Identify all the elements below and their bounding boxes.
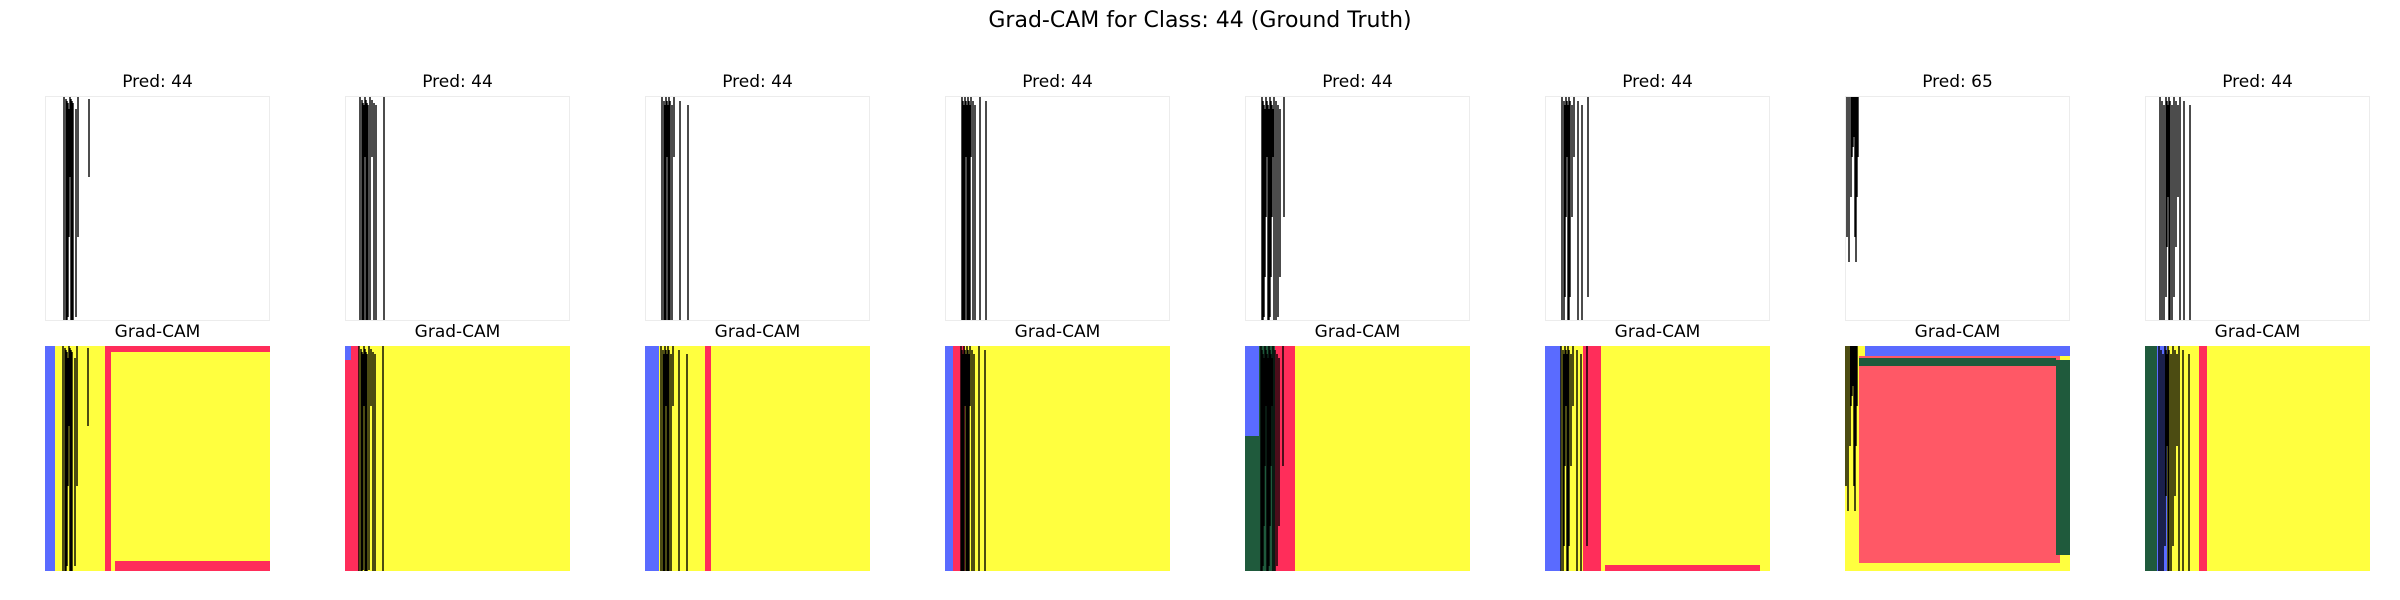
pred-label: Pred: 44 <box>422 72 493 92</box>
pred-label: Pred: 44 <box>1322 72 1393 92</box>
gradcam-label: Grad-CAM <box>1914 322 2001 342</box>
gradcam-label: Grad-CAM <box>114 322 201 342</box>
gradcam-heatmap <box>1245 346 1470 571</box>
gradcam-overlay <box>645 346 870 571</box>
heat-region <box>1583 346 1601 571</box>
input-signal-image <box>45 96 270 321</box>
heat-region <box>1245 346 1259 436</box>
pred-label: Pred: 44 <box>722 72 793 92</box>
pred-label: Pred: 65 <box>1922 72 1993 92</box>
input-signal-plot <box>961 97 987 320</box>
heat-region <box>945 346 953 571</box>
input-signal-plot <box>1561 97 1589 320</box>
heat-region <box>645 346 870 571</box>
input-signal-image <box>645 96 870 321</box>
heat-region <box>1275 346 1295 571</box>
gradcam-label: Grad-CAM <box>2214 322 2301 342</box>
heat-region <box>1545 346 1561 571</box>
heat-region <box>105 346 111 571</box>
heat-region <box>1865 346 2070 356</box>
heat-region <box>1545 346 1770 571</box>
heat-region <box>645 346 659 571</box>
gradcam-label: Grad-CAM <box>1614 322 1701 342</box>
input-signal-plot <box>359 97 385 320</box>
gradcam-overlay <box>945 346 1170 571</box>
input-signal-image <box>1845 96 2070 321</box>
heat-region <box>345 346 359 571</box>
heat-region <box>2157 346 2167 571</box>
heat-region <box>111 346 270 352</box>
input-signal-image <box>1545 96 1770 321</box>
heat-region <box>705 346 711 571</box>
input-signal-plot <box>661 97 689 320</box>
gradcam-label: Grad-CAM <box>1014 322 1101 342</box>
heat-region <box>1859 358 2056 366</box>
gradcam-overlay <box>1845 346 2070 571</box>
input-signal-image <box>345 96 570 321</box>
heat-region <box>345 346 351 360</box>
heat-region <box>2056 360 2070 555</box>
heat-region <box>1605 565 1760 571</box>
gradcam-overlay <box>45 346 270 571</box>
gradcam-overlay <box>2145 346 2370 571</box>
pred-label: Pred: 44 <box>2222 72 2293 92</box>
heat-region <box>345 346 570 571</box>
gradcam-label: Grad-CAM <box>414 322 501 342</box>
input-signal-plot <box>1846 97 1859 262</box>
pred-label: Pred: 44 <box>1022 72 1093 92</box>
gradcam-heatmap <box>345 346 570 571</box>
heat-region <box>45 346 270 571</box>
gradcam-label: Grad-CAM <box>1314 322 1401 342</box>
heat-region <box>2199 346 2207 571</box>
gradcam-heatmap <box>45 346 270 571</box>
gradcam-label: Grad-CAM <box>714 322 801 342</box>
gradcam-heatmap <box>945 346 1170 571</box>
gradcam-heatmap <box>645 346 870 571</box>
pred-label: Pred: 44 <box>122 72 193 92</box>
gradcam-overlay <box>1245 346 1470 571</box>
gradcam-overlay <box>345 346 570 571</box>
gradcam-heatmap <box>1845 346 2070 571</box>
input-signal-image <box>945 96 1170 321</box>
heat-region <box>45 346 55 571</box>
input-signal-image <box>1245 96 1470 321</box>
heat-region <box>945 346 1170 571</box>
input-signal-plot <box>1261 97 1285 320</box>
input-signal-plot <box>2159 97 2191 320</box>
heat-region <box>1859 356 2060 563</box>
gradcam-overlay <box>1545 346 1770 571</box>
gradcam-heatmap <box>1545 346 1770 571</box>
heat-region <box>2145 346 2157 571</box>
input-signal-image <box>2145 96 2370 321</box>
pred-label: Pred: 44 <box>1622 72 1693 92</box>
figure-title: Grad-CAM for Class: 44 (Ground Truth) <box>988 8 1412 33</box>
heat-region <box>115 561 270 571</box>
input-signal-plot <box>63 97 90 320</box>
gradcam-heatmap <box>2145 346 2370 571</box>
